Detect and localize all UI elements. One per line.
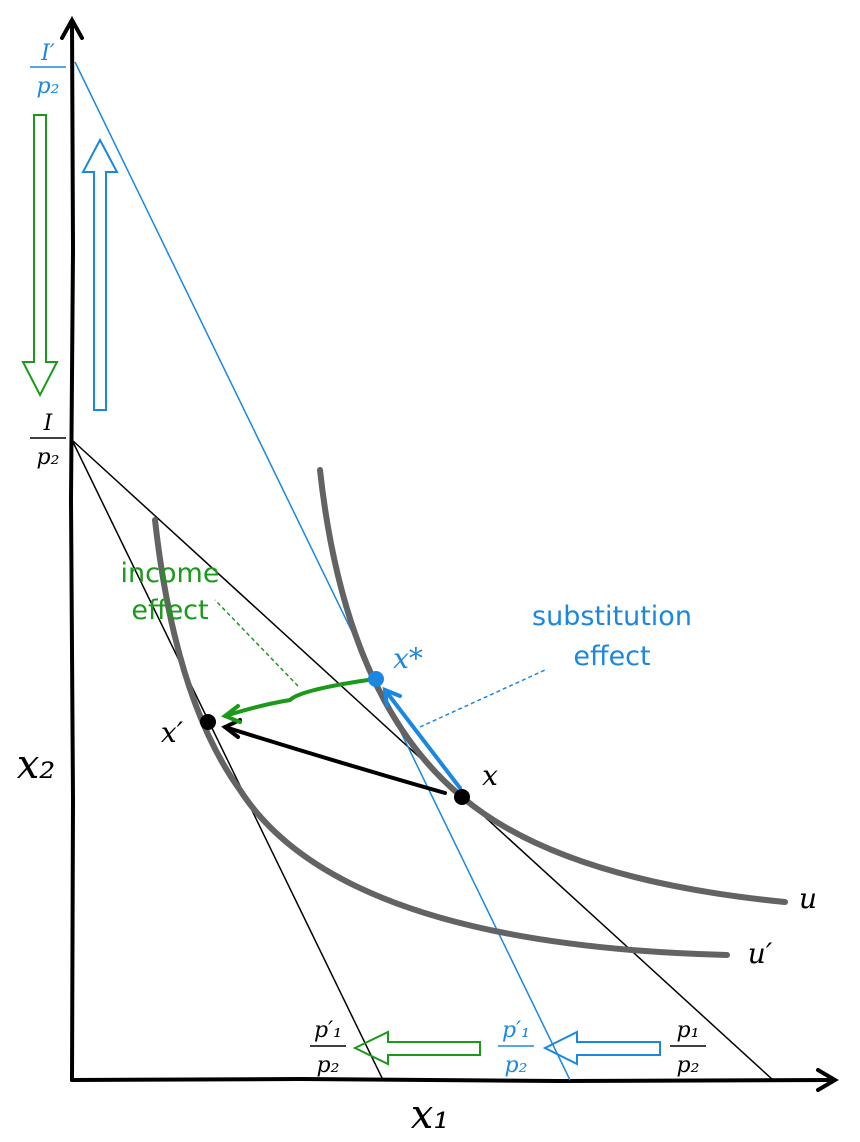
income-shift-arrow-horizontal xyxy=(352,1030,481,1066)
axes xyxy=(60,15,839,1092)
y-axis-label: x₂ xyxy=(17,742,56,788)
price-shift-arrow-horizontal xyxy=(542,1030,661,1066)
curve-label: u xyxy=(799,882,817,915)
price-shift-arrow-vertical xyxy=(81,137,119,411)
annotation: effect xyxy=(573,641,650,672)
annotation: income xyxy=(121,558,220,589)
point-label: x* xyxy=(393,642,423,675)
annotation: substitution xyxy=(532,601,692,632)
point-x-prime xyxy=(200,714,216,730)
substitution-leader xyxy=(419,669,546,728)
indifference-curve-u xyxy=(317,467,788,905)
income-shift-arrow-vertical xyxy=(21,114,59,398)
curve-label: u′ xyxy=(748,937,773,970)
fraction-den: p₂ xyxy=(677,1053,700,1078)
fraction-num: p′₁ xyxy=(314,1018,342,1043)
indifference-curve-u-prime xyxy=(152,517,730,958)
point-label: x′ xyxy=(161,716,184,749)
substitution-arrow xyxy=(382,686,462,790)
x-axis-label: x₁ xyxy=(411,1092,450,1138)
point-x-star xyxy=(368,671,384,687)
annotation: effect xyxy=(131,595,208,626)
fraction-den: p₂ xyxy=(37,74,60,99)
total-effect-arrow xyxy=(221,718,447,795)
point-label: x xyxy=(482,759,498,792)
income-leader xyxy=(214,599,299,687)
fraction-num: p₁ xyxy=(677,1018,700,1043)
fraction-den: p₂ xyxy=(505,1053,528,1078)
budget-line-new xyxy=(71,439,384,1081)
fraction-num: p′₁ xyxy=(502,1018,530,1043)
budget-line-compensated xyxy=(74,61,571,1081)
fraction-num: I xyxy=(43,411,54,436)
fraction-num: I′ xyxy=(40,41,55,66)
fraction-den: p₂ xyxy=(37,445,60,470)
point-x xyxy=(454,789,470,805)
fraction-den: p₂ xyxy=(317,1053,340,1078)
income-arrow xyxy=(220,678,370,724)
